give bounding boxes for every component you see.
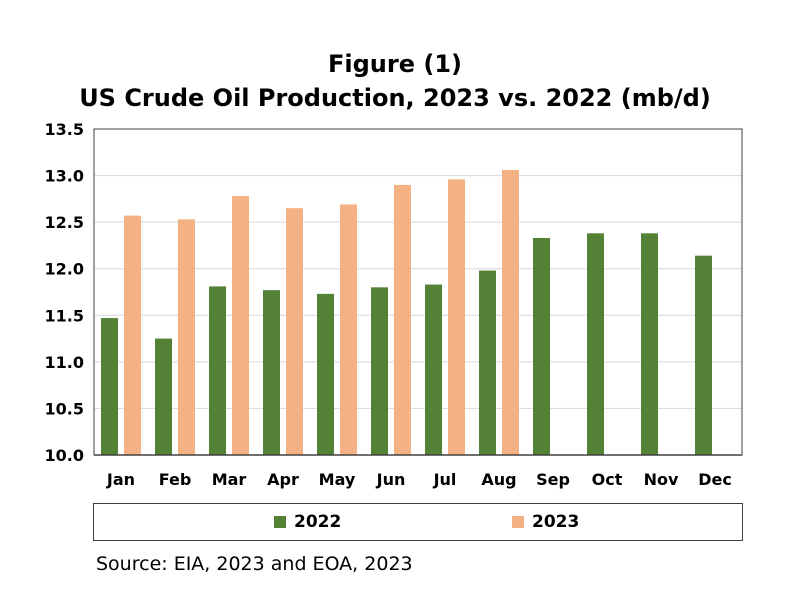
x-tick-label: Dec	[698, 470, 732, 489]
bar-2023-apr	[286, 208, 303, 455]
bar-2022-apr	[263, 290, 280, 455]
bar-2022-jan	[101, 318, 118, 455]
y-tick-label: 12.5	[45, 213, 84, 232]
bar-2022-jun	[371, 287, 388, 455]
y-tick-label: 11.5	[45, 306, 84, 325]
x-tick-label: Nov	[644, 470, 679, 489]
x-tick-label: Feb	[159, 470, 192, 489]
bar-2022-sep	[533, 237, 550, 455]
legend-swatch-2023	[512, 516, 524, 528]
bar-2022-oct	[587, 233, 604, 455]
legend-label-2022: 2022	[294, 512, 342, 532]
chart-title-line2: US Crude Oil Production, 2023 vs. 2022 (…	[79, 84, 711, 112]
x-tick-label: Jun	[376, 470, 406, 489]
bar-2022-feb	[155, 338, 172, 455]
x-tick-label: Apr	[267, 470, 299, 489]
x-tick-label: Mar	[212, 470, 247, 489]
y-tick-label: 11.0	[45, 353, 84, 372]
bar-2023-jun	[394, 184, 411, 455]
y-tick-label: 12.0	[45, 260, 84, 279]
x-tick-label: Jan	[106, 470, 135, 489]
source-note: Source: EIA, 2023 and EOA, 2023	[96, 553, 413, 575]
bar-2023-feb	[178, 219, 195, 455]
y-tick-label: 10.5	[45, 399, 84, 418]
bar-2023-mar	[232, 196, 249, 455]
bar-2022-mar	[209, 286, 226, 455]
y-tick-label: 13.5	[45, 120, 84, 139]
bar-2022-aug	[479, 270, 496, 455]
bar-2022-dec	[695, 255, 712, 455]
bar-2023-jul	[448, 179, 465, 455]
legend-item-2022: 2022	[274, 512, 341, 532]
legend-label-2023: 2023	[532, 512, 580, 532]
bar-2022-jul	[425, 284, 442, 455]
x-tick-label: May	[319, 470, 356, 489]
bar-2023-may	[340, 204, 357, 455]
legend-item-2023: 2023	[512, 512, 579, 532]
x-tick-label: Jul	[433, 470, 457, 489]
legend-swatch-2022	[274, 516, 286, 528]
y-tick-label: 10.0	[45, 446, 84, 465]
legend: 2022 2023	[93, 503, 743, 541]
bar-2022-nov	[641, 233, 658, 455]
x-tick-label: Sep	[536, 470, 570, 489]
bar-2023-jan	[124, 215, 141, 455]
bar-2023-aug	[502, 169, 519, 456]
y-tick-label: 13.0	[45, 167, 84, 186]
chart-title-line1: Figure (1)	[328, 50, 462, 78]
x-tick-label: Aug	[481, 470, 516, 489]
bar-2022-may	[317, 293, 334, 455]
x-tick-label: Oct	[592, 470, 623, 489]
